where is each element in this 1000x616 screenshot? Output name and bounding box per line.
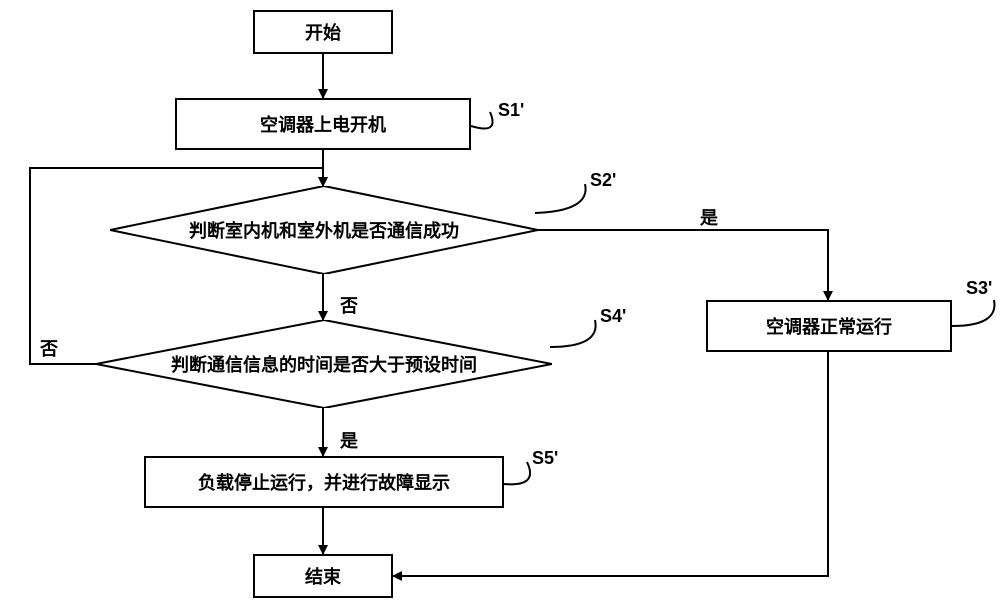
step-pointer-s3: [952, 300, 994, 326]
edge-label-s4-s2: 否: [40, 335, 58, 361]
decision-text: 判断室内机和室外机是否通信成功: [110, 186, 538, 274]
step-pointer-s1: [471, 112, 493, 129]
decision-s4: 判断通信信息的时间是否大于预设时间: [96, 320, 552, 408]
process-s5: 负载停止运行，并进行故障显示: [144, 456, 504, 508]
terminator-start: 开始: [253, 10, 393, 54]
decision-s2: 判断室内机和室外机是否通信成功: [110, 186, 538, 274]
node-text: 空调器正常运行: [766, 313, 892, 339]
node-text: 开始: [305, 19, 341, 45]
node-text: 负载停止运行，并进行故障显示: [198, 469, 450, 495]
decision-text: 判断通信信息的时间是否大于预设时间: [96, 320, 552, 408]
step-label-s2: S2': [590, 170, 616, 191]
process-s3: 空调器正常运行: [706, 300, 952, 352]
step-label-s4: S4': [600, 306, 626, 327]
edge-label-s4-s5: 是: [340, 427, 358, 453]
edge-label-s2-s4: 否: [340, 292, 358, 318]
step-pointer-s2: [535, 184, 586, 213]
node-text: 空调器上电开机: [260, 111, 386, 137]
node-text: 结束: [305, 563, 341, 589]
terminator-end: 结束: [253, 554, 393, 598]
process-s1: 空调器上电开机: [175, 98, 471, 150]
step-pointer-s5: [504, 462, 530, 484]
step-label-s5: S5': [532, 448, 558, 469]
edge-label-s2-s3: 是: [700, 204, 718, 230]
step-label-s1: S1': [498, 100, 524, 121]
flowchart-canvas: 开始空调器上电开机判断室内机和室外机是否通信成功判断通信信息的时间是否大于预设时…: [0, 0, 1000, 616]
step-pointer-s4: [550, 320, 596, 347]
edge-s2-s3: [538, 230, 828, 300]
step-label-s3: S3': [966, 278, 992, 299]
